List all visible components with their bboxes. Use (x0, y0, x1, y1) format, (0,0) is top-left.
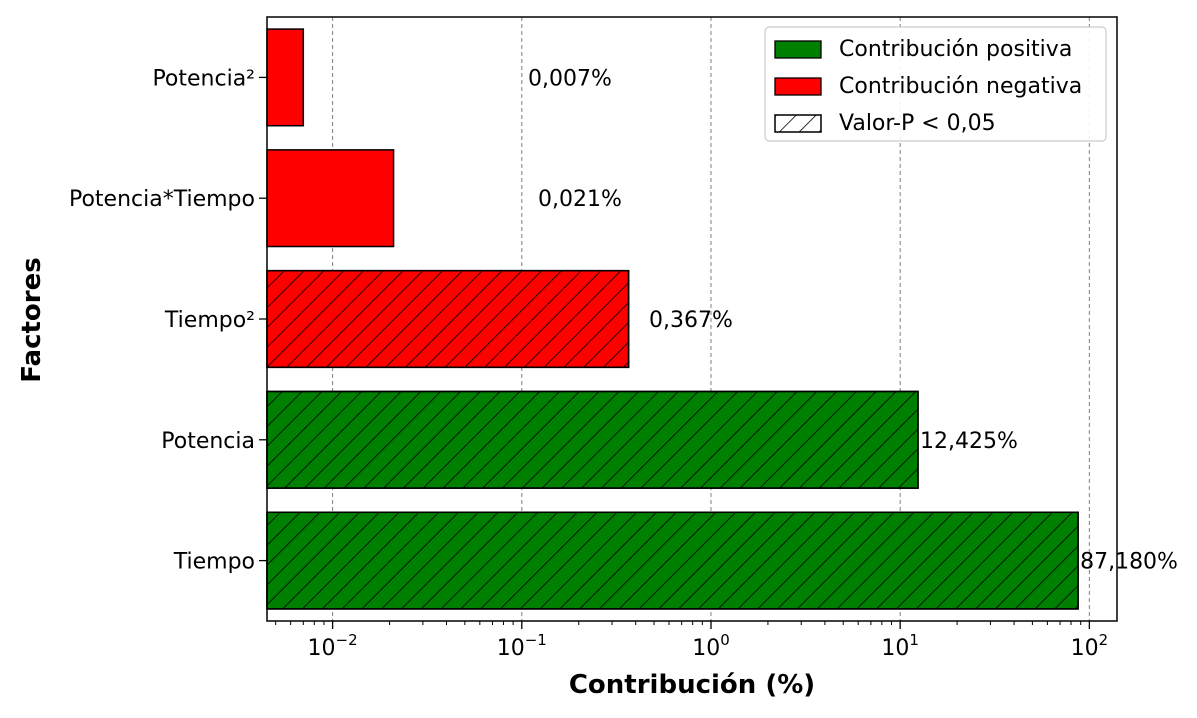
data-label: 0,007% (528, 66, 612, 91)
x-tick-label: 101 (881, 631, 919, 661)
x-tick-label: 10−2 (308, 631, 358, 661)
data-label: 12,425% (920, 429, 1018, 454)
category-label: Tiempo² (164, 308, 255, 333)
bar-hatch (266, 511, 1079, 610)
legend-label: Valor-P < 0,05 (839, 111, 996, 136)
x-tick-base: 10 (308, 636, 336, 661)
data-label: 0,021% (538, 187, 622, 212)
y-axis-categories: Potencia² Potencia*Tiempo Tiempo² Potencia T… (69, 66, 267, 575)
x-tick-exponent: −1 (525, 631, 547, 649)
data-labels: 0,007% 0,021% 0,367% 12,425% 87,180% (528, 66, 1178, 574)
x-tick-base: 10 (881, 636, 909, 661)
legend-swatch-positive (774, 40, 822, 59)
category-label: Potencia*Tiempo (69, 187, 255, 212)
legend-swatch-hatch-pattern (774, 114, 822, 133)
x-tick-base: 10 (497, 636, 525, 661)
legend-swatch-negative (774, 77, 822, 96)
legend-label: Contribución negativa (839, 74, 1082, 99)
x-tick-base: 10 (692, 636, 720, 661)
x-tick-base: 10 (1071, 636, 1099, 661)
legend: Contribución positiva Contribución negati… (764, 26, 1107, 142)
bar-negative (266, 28, 305, 127)
bar-hatch (266, 390, 919, 489)
x-tick-label: 102 (1071, 631, 1109, 661)
x-tick-exponent: 2 (1099, 631, 1109, 649)
x-axis-ticks: 10−2 10−1 100 101 102 (275, 621, 1109, 661)
x-tick-exponent: −2 (336, 631, 358, 649)
legend-box (764, 26, 1107, 142)
x-tick-exponent: 0 (720, 631, 730, 649)
bar-hatch (266, 269, 630, 369)
data-label: 0,367% (649, 308, 733, 333)
category-label: Tiempo (173, 550, 255, 575)
bars (266, 28, 1079, 610)
x-tick-exponent: 1 (909, 631, 919, 649)
x-axis-title: Contribución (%) (569, 670, 815, 700)
category-label: Potencia (161, 429, 255, 454)
y-axis-title: Factores (17, 257, 47, 382)
x-tick-label: 100 (692, 631, 730, 661)
legend-label: Contribución positiva (839, 37, 1072, 62)
bar-negative (266, 149, 395, 248)
data-label: 87,180% (1080, 550, 1178, 575)
category-label: Potencia² (152, 66, 255, 91)
x-tick-label: 10−1 (497, 631, 547, 661)
